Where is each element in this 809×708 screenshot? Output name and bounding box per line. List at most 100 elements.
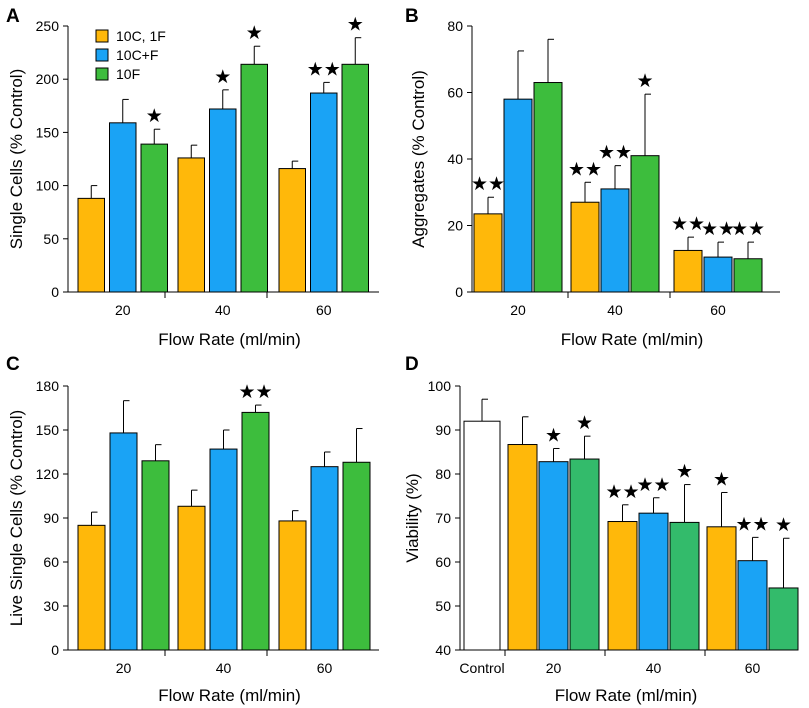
bar <box>600 188 630 293</box>
bar <box>77 524 106 651</box>
legend-swatch <box>95 48 109 62</box>
bar <box>77 197 105 293</box>
bar <box>533 82 563 293</box>
x-axis-label: Flow Rate (ml/min) <box>561 330 704 349</box>
significance-stars: ★★ <box>636 475 670 496</box>
bar <box>463 420 501 651</box>
x-category-label: 40 <box>607 302 623 318</box>
legend-swatch <box>95 29 109 43</box>
bar <box>141 460 170 651</box>
y-tick-label: 90 <box>435 422 451 438</box>
y-tick-label: 80 <box>447 18 463 34</box>
y-tick-label: 60 <box>447 85 463 101</box>
significance-stars: ★★ <box>671 214 705 235</box>
y-tick-label: 50 <box>43 231 59 247</box>
y-tick-label: 20 <box>447 218 463 234</box>
x-category-label: 40 <box>646 660 662 676</box>
y-tick-label: 150 <box>36 124 60 140</box>
x-category-label: 40 <box>215 302 231 318</box>
x-category-label: 20 <box>116 660 132 676</box>
panel-a-chart: A 0 50 100 150 200 250 Flow Rate (ml/min) Single… <box>6 6 379 349</box>
bar <box>341 63 369 293</box>
y-tick-label: 120 <box>36 466 60 482</box>
y-tick-label: 180 <box>36 378 60 394</box>
y-tick-label: 40 <box>435 642 451 658</box>
significance-stars: ★ <box>576 413 593 434</box>
y-axis-label: Aggregates (% Control) <box>409 70 428 248</box>
y-tick-label: 0 <box>51 642 59 658</box>
bar <box>342 461 371 651</box>
y-tick-label: 200 <box>36 71 60 87</box>
y-tick-label: 50 <box>435 598 451 614</box>
significance-stars: ★ <box>636 71 653 92</box>
significance-stars: ★ <box>347 15 364 36</box>
panel-d-chart: D 40 50 60 70 80 90 100 Flow Rate (ml/min) Viabil… <box>403 354 799 705</box>
bar <box>241 411 270 651</box>
significance-stars: ★ <box>676 462 693 483</box>
y-tick-label: 60 <box>43 554 59 570</box>
bar <box>473 213 503 293</box>
significance-stars: ★ <box>545 425 562 446</box>
significance-stars: ★★ <box>605 482 639 503</box>
significance-stars: ★ <box>775 515 792 536</box>
legend-label: 10C+F <box>116 47 158 63</box>
y-tick-label: 0 <box>51 284 59 300</box>
bar <box>310 466 339 651</box>
legend-label: 10F <box>116 66 140 82</box>
bar <box>177 505 206 651</box>
x-category-label: 40 <box>216 660 232 676</box>
significance-stars: ★ <box>246 23 263 44</box>
x-axis-label: Flow Rate (ml/min) <box>158 686 301 705</box>
bar <box>638 512 669 651</box>
y-tick-label: 100 <box>36 178 60 194</box>
significance-stars: ★ <box>214 67 231 88</box>
x-category-label: 60 <box>745 660 761 676</box>
bar <box>607 521 638 651</box>
bar <box>278 520 307 651</box>
significance-stars: ★★ <box>471 174 505 195</box>
legend-label: 10C, 1F <box>116 28 166 44</box>
y-tick-label: 90 <box>43 510 59 526</box>
bar <box>706 526 737 651</box>
bar <box>703 256 733 293</box>
bar <box>507 444 538 651</box>
significance-stars: ★★ <box>238 382 272 403</box>
bar <box>503 98 533 293</box>
y-tick-label: 250 <box>36 18 60 34</box>
bar <box>630 155 660 293</box>
y-axis-label: Live Single Cells (% Control) <box>7 410 26 626</box>
significance-stars: ★★ <box>701 219 735 240</box>
panel-letter: B <box>405 6 419 27</box>
y-tick-label: 60 <box>435 554 451 570</box>
y-tick-label: 100 <box>428 378 452 394</box>
bar <box>669 521 700 651</box>
y-axis-label: Single Cells (% Control) <box>7 69 26 249</box>
significance-stars: ★★ <box>307 59 341 80</box>
y-tick-label: 80 <box>435 466 451 482</box>
bar <box>569 458 600 651</box>
bar <box>177 157 205 293</box>
significance-stars: ★★ <box>731 219 765 240</box>
x-category-label: 20 <box>115 302 131 318</box>
significance-stars: ★ <box>146 106 163 127</box>
y-tick-label: 40 <box>447 151 463 167</box>
control-label: Control <box>459 660 504 676</box>
x-category-label: 20 <box>510 302 526 318</box>
x-axis-label: Flow Rate (ml/min) <box>555 686 698 705</box>
x-category-label: 60 <box>316 302 332 318</box>
bar <box>109 122 137 293</box>
significance-stars: ★★ <box>735 514 769 535</box>
bar <box>109 432 138 651</box>
bar <box>240 63 268 293</box>
panel-letter: C <box>6 354 20 375</box>
panel-c-chart: C 0 30 60 90 120 150 180 Flow Rate (ml/min) Live … <box>6 354 379 705</box>
significance-stars: ★ <box>713 469 730 490</box>
panel-letter: D <box>405 354 419 375</box>
y-tick-label: 0 <box>455 284 463 300</box>
panel-letter: A <box>6 6 20 27</box>
bar <box>768 587 799 651</box>
bar <box>310 92 338 293</box>
bar <box>209 108 237 293</box>
x-axis-label: Flow Rate (ml/min) <box>158 330 301 349</box>
